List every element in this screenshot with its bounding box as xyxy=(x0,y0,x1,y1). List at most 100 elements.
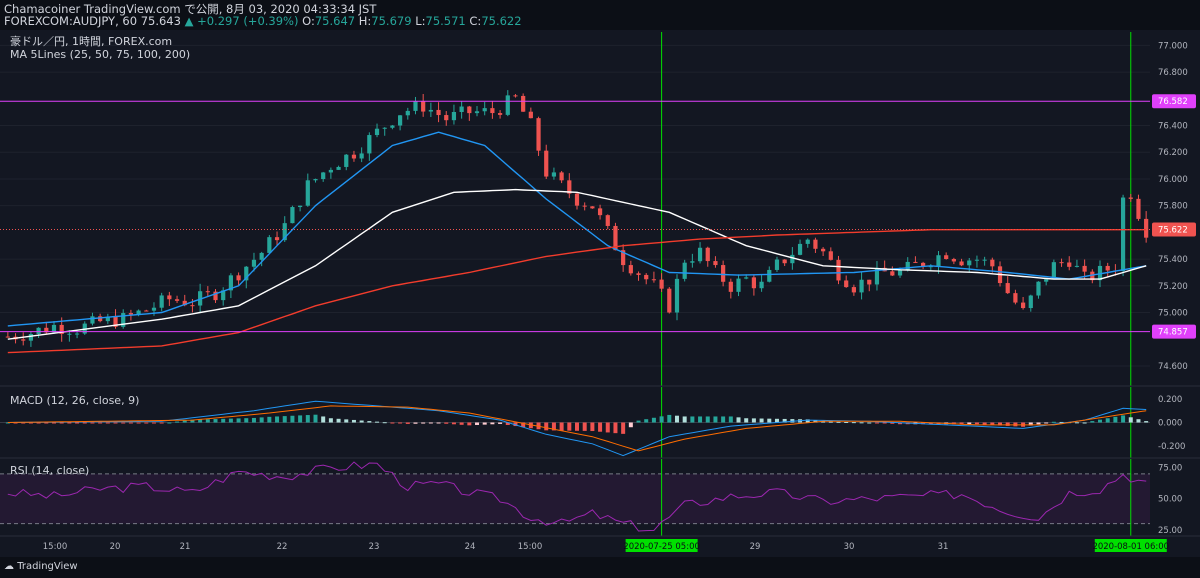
price-tag xyxy=(1152,324,1196,339)
ma-indicator-label: MA 5Lines (25, 50, 75, 100, 200) xyxy=(10,48,190,61)
macd-histogram-bar xyxy=(644,419,649,423)
macd-histogram-bar xyxy=(698,416,703,423)
macd-histogram-bar xyxy=(1105,418,1110,423)
price-tick-label: 75.000 xyxy=(1158,309,1188,319)
rsi-tick-label: 50.00 xyxy=(1158,495,1182,505)
candle-body xyxy=(105,316,110,322)
macd-histogram-bar xyxy=(390,422,395,424)
candle-body xyxy=(613,225,618,251)
macd-histogram-bar xyxy=(367,421,372,423)
candle-body xyxy=(544,150,549,177)
candle-body xyxy=(44,327,49,333)
candle-body xyxy=(198,291,203,306)
rsi-band-fill xyxy=(0,473,1150,524)
macd-histogram-bar xyxy=(336,418,341,423)
candle-body xyxy=(359,153,364,159)
macd-histogram-bar xyxy=(628,422,633,428)
macd-histogram-bar xyxy=(805,419,810,423)
macd-tick-label: 0.200 xyxy=(1158,395,1182,405)
tradingview-logo[interactable]: ☁ TradingView xyxy=(4,561,78,572)
macd-histogram-bar xyxy=(375,421,380,423)
candle-body xyxy=(713,261,718,266)
time-tick-label: 24 xyxy=(465,542,476,552)
candle-body xyxy=(1105,265,1110,271)
macd-histogram-bar xyxy=(1036,422,1041,425)
candle-body xyxy=(1097,265,1103,281)
macd-histogram-bar xyxy=(828,421,833,423)
symbol-label: FOREXCOM:AUDJPY, 60 xyxy=(4,14,138,28)
macd-histogram-bar xyxy=(328,418,333,423)
macd-histogram-bar xyxy=(674,415,679,423)
macd-histogram-bar xyxy=(1082,422,1087,424)
macd-histogram-bar xyxy=(359,420,364,423)
candle-body xyxy=(597,208,603,216)
macd-histogram-bar xyxy=(290,415,295,423)
macd-tick-label: -0.200 xyxy=(1158,442,1185,452)
candle-body xyxy=(836,259,841,281)
low-label: L: xyxy=(415,14,426,28)
low-value: 75.571 xyxy=(425,14,466,28)
candle-body xyxy=(382,127,387,129)
macd-histogram-bar xyxy=(105,422,110,424)
candle-body xyxy=(5,336,10,338)
macd-histogram-bar xyxy=(451,422,456,425)
high-value: 75.679 xyxy=(371,14,412,28)
macd-histogram-bar xyxy=(1044,422,1049,424)
macd-histogram-bar xyxy=(690,416,695,423)
candle-body xyxy=(174,299,180,301)
tv-cloud-icon: ☁ xyxy=(4,561,14,572)
candle-body xyxy=(182,300,187,306)
candle-body xyxy=(913,261,918,263)
rsi-tick-label: 25.00 xyxy=(1158,526,1182,536)
macd-histogram-bar xyxy=(851,422,856,424)
macd-pane[interactable]: 0.200 0.000 -0.200 xyxy=(0,387,1200,459)
macd-histogram-bar xyxy=(844,421,849,423)
macd-histogram-bar xyxy=(198,419,203,423)
candle-body xyxy=(744,277,749,279)
candle-body xyxy=(236,275,241,281)
candle-body xyxy=(936,255,941,267)
macd-histogram-bar xyxy=(121,422,126,424)
candle-body xyxy=(398,115,403,126)
candle-body xyxy=(159,295,164,308)
macd-histogram-bar xyxy=(1128,417,1133,423)
candle-body xyxy=(228,275,233,291)
candle-body xyxy=(1136,198,1141,219)
macd-histogram-bar xyxy=(621,422,626,434)
rsi-tick-label: 75.00 xyxy=(1158,464,1182,474)
macd-histogram-bar xyxy=(651,417,656,423)
macd-histogram-bar xyxy=(382,422,387,424)
macd-histogram-bar xyxy=(251,417,256,423)
candle-body xyxy=(390,125,395,128)
price-pane[interactable]: 77.000 76.800 76.400 76.200 76.000 75.800 75.4… xyxy=(0,32,1200,387)
candle-body xyxy=(590,206,595,209)
candle-body xyxy=(436,109,441,116)
candle-body xyxy=(405,110,410,116)
brand-label: TradingView xyxy=(17,561,78,572)
macd-histogram-bar xyxy=(782,418,787,423)
candle-body xyxy=(782,259,787,264)
candle-body xyxy=(851,287,856,293)
macd-histogram-bar xyxy=(75,422,80,424)
ohlc-line: FOREXCOM:AUDJPY, 60 75.643 ▲ +0.297 (+0.… xyxy=(4,14,522,28)
time-highlight-label: 2020-08-01 06:00 xyxy=(1092,542,1169,552)
macd-histogram-bar xyxy=(982,422,987,425)
price-tag-label: 76.582 xyxy=(1158,97,1188,107)
macd-histogram-bar xyxy=(28,422,33,424)
time-axis[interactable]: 15:00202122232415:002829303122020-07-25 … xyxy=(43,539,1169,552)
price-tag xyxy=(1152,94,1196,109)
macd-histogram-bar xyxy=(1090,421,1095,423)
macd-histogram-bar xyxy=(298,415,303,423)
rsi-pane[interactable]: 75.00 50.00 25.00 xyxy=(0,459,1200,537)
macd-histogram-bar xyxy=(113,422,118,424)
candle-body xyxy=(21,339,26,341)
macd-histogram-bar xyxy=(544,422,549,431)
candle-body xyxy=(659,279,664,289)
candle-body xyxy=(1028,295,1033,309)
candle-body xyxy=(328,169,333,173)
macd-histogram-bar xyxy=(751,418,756,423)
candle-body xyxy=(690,261,695,263)
candle-body xyxy=(859,279,864,293)
candle-body xyxy=(667,288,672,313)
